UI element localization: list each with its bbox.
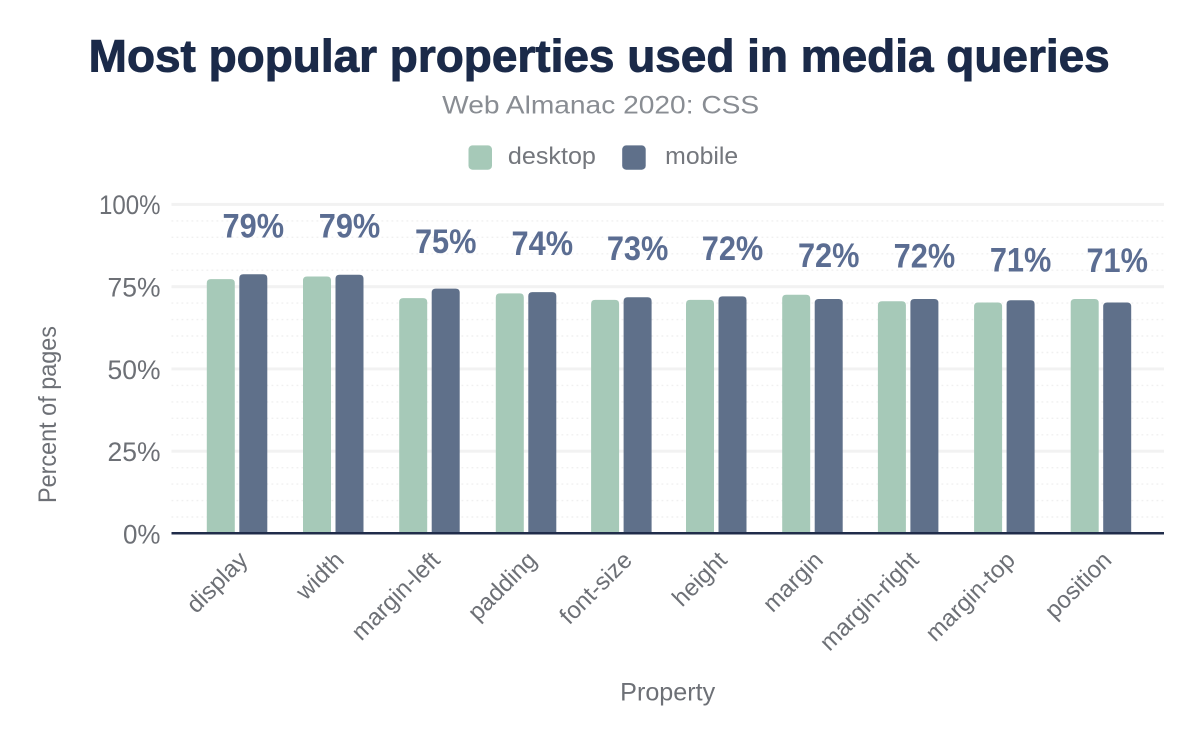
svg-text:display: display	[181, 547, 253, 619]
svg-text:width: width	[290, 547, 349, 606]
svg-text:72%: 72%	[702, 230, 764, 268]
svg-text:margin: margin	[758, 547, 829, 618]
svg-text:mobile: mobile	[665, 143, 738, 170]
svg-text:font-size: font-size	[554, 547, 637, 630]
svg-text:margin-left: margin-left	[346, 546, 445, 645]
svg-text:padding: padding	[463, 547, 542, 626]
svg-text:74%: 74%	[512, 225, 574, 263]
svg-text:height: height	[667, 546, 733, 612]
svg-text:100%: 100%	[99, 190, 161, 220]
svg-text:75%: 75%	[108, 273, 161, 303]
svg-text:73%: 73%	[607, 230, 669, 268]
svg-text:Web Almanac 2020: CSS: Web Almanac 2020: CSS	[442, 92, 759, 120]
svg-text:0%: 0%	[123, 519, 161, 549]
svg-text:75%: 75%	[415, 223, 477, 261]
svg-text:72%: 72%	[798, 237, 860, 275]
svg-text:25%: 25%	[108, 437, 161, 467]
svg-text:79%: 79%	[319, 208, 381, 246]
svg-text:margin-right: margin-right	[815, 546, 925, 656]
svg-text:Most popular properties used i: Most popular properties used in media qu…	[89, 30, 1110, 81]
svg-text:71%: 71%	[1086, 242, 1148, 280]
svg-text:71%: 71%	[990, 242, 1052, 280]
svg-text:79%: 79%	[223, 208, 285, 246]
svg-text:72%: 72%	[894, 238, 956, 276]
svg-text:desktop: desktop	[508, 143, 596, 170]
svg-text:margin-top: margin-top	[920, 547, 1020, 647]
svg-text:position: position	[1040, 547, 1118, 625]
svg-text:Percent of pages: Percent of pages	[34, 326, 62, 503]
svg-text:Property: Property	[620, 678, 716, 706]
svg-text:50%: 50%	[108, 355, 161, 385]
